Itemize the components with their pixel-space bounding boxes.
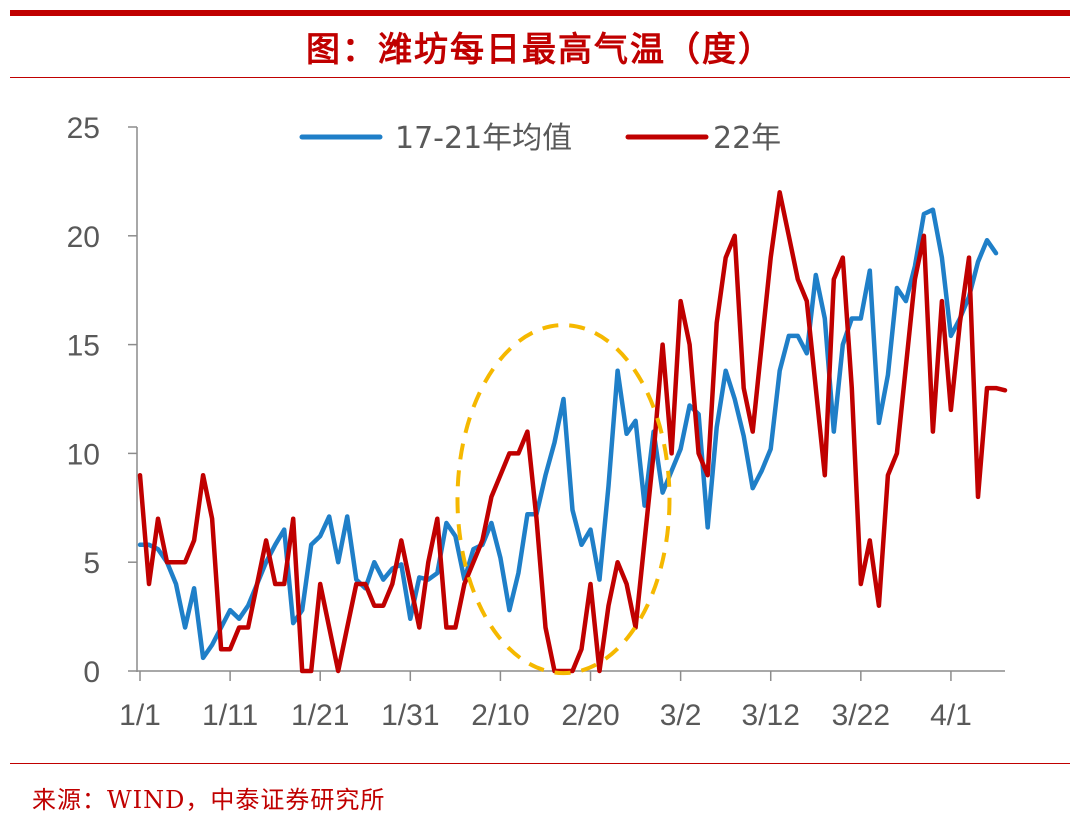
y-tick-label: 10 xyxy=(67,438,100,471)
y-tick-label: 20 xyxy=(67,221,100,254)
x-tick-label: 2/10 xyxy=(471,699,529,732)
y-tick-label: 5 xyxy=(83,547,100,580)
x-tick-label: 4/1 xyxy=(930,699,972,732)
x-tick-label: 3/12 xyxy=(742,699,800,732)
y-tick-label: 15 xyxy=(67,330,100,363)
chart-title: 图：潍坊每日最高气温（度） xyxy=(306,30,774,70)
x-tick-label: 1/31 xyxy=(381,699,439,732)
series-line-1 xyxy=(137,207,999,661)
x-tick-label: 1/1 xyxy=(119,699,161,732)
series-line-2 xyxy=(137,190,1008,674)
source-note: 来源：WIND，中泰证券研究所 xyxy=(32,786,386,814)
title-rule xyxy=(10,77,1070,78)
legend-label-2: 22年 xyxy=(713,121,781,156)
x-tick-label: 3/22 xyxy=(832,699,890,732)
highlight-ellipse xyxy=(455,323,672,676)
legend-label-1: 17-21年均值 xyxy=(395,121,572,156)
x-tick-label: 3/2 xyxy=(660,699,702,732)
x-tick-label: 1/11 xyxy=(202,699,258,732)
x-tick-label: 1/21 xyxy=(291,699,349,732)
bottom-rule xyxy=(10,763,1070,764)
y-tick-label: 0 xyxy=(83,656,100,689)
y-tick-label: 25 xyxy=(67,112,100,145)
x-tick-label: 2/20 xyxy=(561,699,619,732)
top-rule xyxy=(10,10,1070,16)
